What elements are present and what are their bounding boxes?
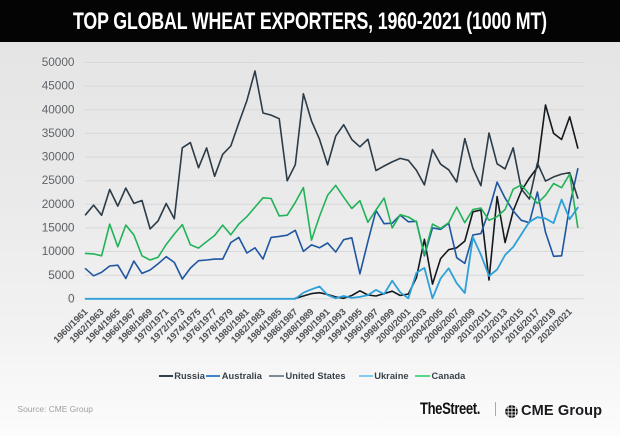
svg-text:40000: 40000 (42, 102, 75, 116)
svg-text:50000: 50000 (42, 55, 75, 69)
svg-text:30000: 30000 (42, 150, 75, 164)
svg-text:45000: 45000 (42, 79, 75, 93)
svg-text:20000: 20000 (42, 197, 75, 211)
svg-text:5000: 5000 (48, 268, 75, 282)
svg-text:0: 0 (68, 291, 75, 305)
svg-text:15000: 15000 (42, 221, 75, 235)
svg-text:25000: 25000 (42, 173, 75, 187)
svg-text:10000: 10000 (42, 244, 75, 258)
svg-text:35000: 35000 (42, 126, 75, 140)
